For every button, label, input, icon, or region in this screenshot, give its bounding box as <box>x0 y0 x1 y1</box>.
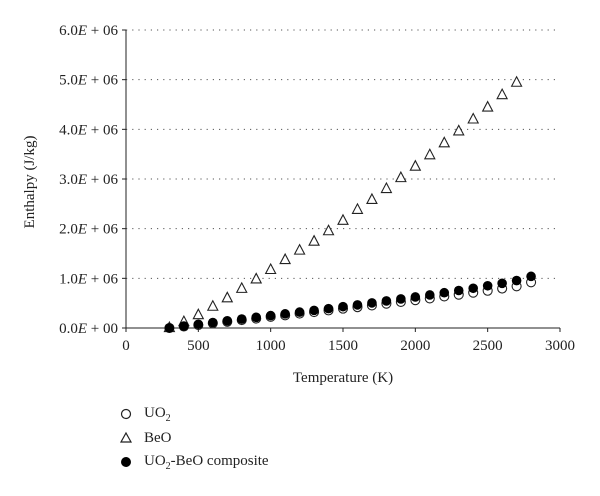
composite-point <box>526 271 536 282</box>
composite-point <box>396 294 406 304</box>
composite-point <box>208 317 218 328</box>
beo-point <box>308 234 320 246</box>
beo-point <box>481 100 494 112</box>
beo-point <box>394 170 407 183</box>
composite-point <box>439 287 450 298</box>
beo-point <box>322 224 335 236</box>
x-tick-label: 2000 <box>400 338 430 354</box>
beo-point <box>221 291 234 303</box>
x-tick-label: 1000 <box>256 338 286 354</box>
composite-point <box>280 309 290 319</box>
data-points <box>163 75 537 334</box>
x-tick-label: 3000 <box>545 338 575 354</box>
composite-point <box>309 305 319 316</box>
series-filled-circle <box>164 271 536 333</box>
composite-point <box>381 296 392 306</box>
beo-point <box>510 75 523 87</box>
y-tick-label: 6.0E + 06 <box>59 23 118 39</box>
y-tick-label: 5.0E + 06 <box>59 73 118 89</box>
grid-lines <box>126 29 560 279</box>
beo-point <box>366 192 378 205</box>
x-tick-label: 2500 <box>473 338 503 354</box>
composite-point <box>482 280 493 291</box>
x-tick-label: 1500 <box>328 338 358 354</box>
y-tick-label: 4.0E + 06 <box>59 122 118 138</box>
composite-point <box>367 298 377 308</box>
beo-point <box>279 252 292 265</box>
x-tick-labels: 0 500 1000 1500 2000 2500 3000 <box>122 328 575 354</box>
legend-label-uo2: UO2 <box>144 404 171 424</box>
beo-point <box>293 243 306 255</box>
beo-point <box>467 112 480 124</box>
legend-label-beo: BeO <box>144 429 172 446</box>
legend-item-beo: BeO <box>118 426 269 450</box>
composite-point <box>453 285 464 296</box>
y-tick-label: 2.0E + 06 <box>59 222 118 238</box>
composite-point <box>323 303 334 314</box>
beo-point <box>409 159 422 171</box>
y-axis-label: Enthalpy (J/kg) <box>22 136 38 229</box>
open-triangle-icon <box>119 431 133 443</box>
composite-point <box>179 321 189 331</box>
y-tick-labels: 0.0E + 00 1.0E + 06 2.0E + 06 3.0E + 06 4.0E… <box>59 23 126 337</box>
beo-point <box>192 308 205 320</box>
beo-point <box>351 202 364 214</box>
series-open-circle <box>164 277 537 334</box>
composite-point <box>222 315 233 326</box>
legend: UO2 BeO UO2-BeO composite <box>118 402 269 474</box>
y-tick-label: 3.0E + 06 <box>59 172 118 188</box>
composite-point <box>265 310 276 321</box>
beo-point <box>496 87 509 100</box>
composite-point <box>193 319 204 330</box>
beo-point <box>206 299 219 311</box>
composite-point <box>425 290 435 300</box>
composite-point <box>236 314 247 324</box>
open-circle-icon <box>120 408 132 420</box>
composite-point <box>497 278 507 289</box>
beo-point <box>264 262 277 275</box>
legend-label-composite: UO2-BeO composite <box>144 452 269 472</box>
beo-point <box>438 136 451 148</box>
beo-point <box>337 213 349 225</box>
composite-point <box>251 312 261 323</box>
series-open-triangle <box>163 75 523 333</box>
beo-point <box>250 272 263 284</box>
x-axis-label: Temperature (K) <box>293 370 393 386</box>
legend-item-composite: UO2-BeO composite <box>118 450 269 474</box>
composite-point <box>352 300 363 310</box>
composite-point <box>294 307 305 317</box>
enthalpy-chart: 0.0E + 00 1.0E + 06 2.0E + 06 3.0E + 06 4.0E… <box>22 23 575 386</box>
beo-point <box>423 148 436 160</box>
composite-point <box>338 301 348 312</box>
composite-point <box>164 323 175 333</box>
legend-item-uo2: UO2 <box>118 402 269 426</box>
y-tick-label: 1.0E + 06 <box>59 271 118 287</box>
beo-point <box>235 281 248 293</box>
filled-circle-icon <box>121 457 131 467</box>
x-tick-label: 500 <box>187 338 210 354</box>
composite-point <box>511 275 522 286</box>
y-tick-label: 0.0E + 00 <box>59 321 118 337</box>
beo-point <box>452 124 465 136</box>
composite-point <box>468 283 479 294</box>
composite-point <box>410 292 421 302</box>
x-tick-label: 0 <box>122 338 130 354</box>
beo-point <box>380 181 393 194</box>
